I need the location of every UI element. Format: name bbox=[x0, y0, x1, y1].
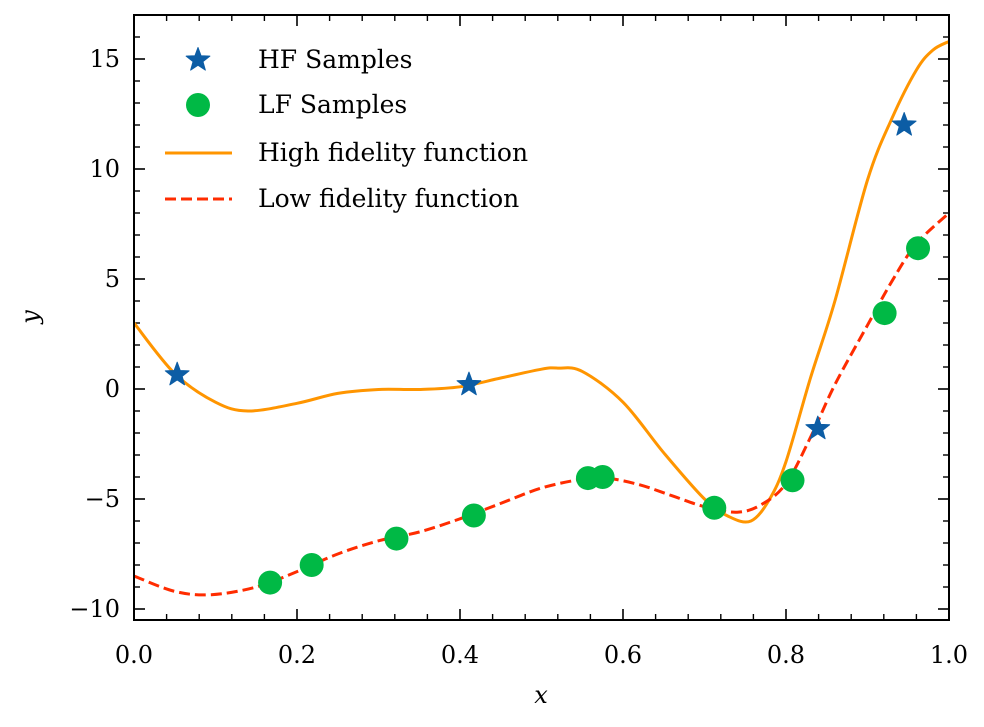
lf-sample-point bbox=[702, 495, 727, 520]
lf-sample-point bbox=[258, 570, 283, 595]
x-tick-label: 1.0 bbox=[930, 641, 968, 669]
hf-sample-point bbox=[805, 415, 831, 440]
x-tick-label: 0.6 bbox=[604, 641, 642, 669]
y-tick-label: −5 bbox=[85, 485, 120, 513]
hf-sample-point bbox=[456, 371, 482, 396]
x-tick-labels: 0.0 0.2 0.4 0.6 0.8 1.0 bbox=[115, 641, 968, 669]
legend-marker-2 bbox=[186, 93, 210, 117]
legend-label-2: LF Samples bbox=[258, 90, 407, 119]
series-line-1 bbox=[134, 40, 949, 524]
lf-sample-point bbox=[780, 468, 805, 493]
lf-sample-point bbox=[872, 301, 897, 326]
y-tick-labels: −10 −5 0 5 10 15 bbox=[69, 45, 120, 623]
y-tick-label: −10 bbox=[69, 595, 120, 623]
y-tick-label: 10 bbox=[89, 155, 120, 183]
legend: HF Samples LF Samples High fidelity functi… bbox=[165, 45, 528, 213]
y-axis-label: y bbox=[16, 310, 44, 325]
legend-label-3: High fidelity function bbox=[258, 138, 528, 167]
lf-sample-point bbox=[906, 236, 931, 261]
y-tick-label: 5 bbox=[105, 265, 120, 293]
minor-ticks bbox=[134, 14, 949, 620]
x-tick-label: 0.8 bbox=[767, 641, 805, 669]
x-tick-label: 0.4 bbox=[441, 641, 479, 669]
major-ticks bbox=[133, 15, 950, 620]
series-lines bbox=[134, 40, 949, 597]
series-markers bbox=[164, 112, 931, 595]
x-tick-label: 0.0 bbox=[115, 641, 153, 669]
x-axis-label: x bbox=[534, 681, 548, 709]
lf-sample-point bbox=[461, 503, 486, 528]
legend-label-4: Low fidelity function bbox=[258, 184, 519, 213]
series-line-2 bbox=[134, 211, 949, 597]
legend-marker-1 bbox=[185, 47, 211, 71]
hf-sample-point bbox=[164, 361, 190, 386]
y-tick-label: 0 bbox=[105, 375, 120, 403]
lf-sample-point bbox=[384, 526, 409, 551]
legend-label-1: HF Samples bbox=[258, 45, 412, 74]
plot-frame bbox=[133, 14, 950, 621]
lf-sample-point bbox=[590, 465, 615, 489]
x-tick-label: 0.2 bbox=[278, 641, 316, 669]
lf-sample-point bbox=[299, 553, 324, 577]
y-tick-label: 15 bbox=[89, 45, 120, 73]
hf-sample-point bbox=[891, 112, 917, 136]
